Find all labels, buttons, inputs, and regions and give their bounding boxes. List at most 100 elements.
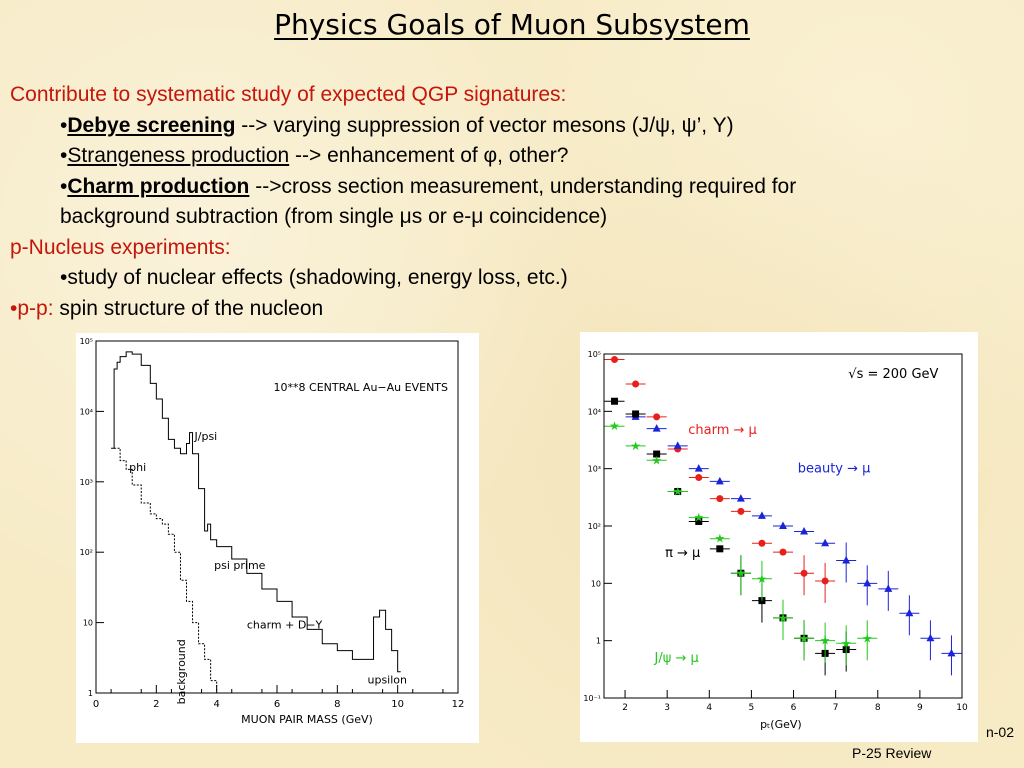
charm-point: [758, 539, 766, 547]
charm-text: -->cross section measurement, understand…: [255, 174, 797, 198]
x-axis-label: pₜ(GeV): [760, 718, 802, 731]
jpsi-point: ★: [778, 611, 789, 625]
x-tick-label: 4: [706, 703, 712, 713]
y-tick-label: 10⁻¹: [583, 694, 601, 703]
charm-point: [695, 474, 703, 482]
y-tick-label: 10: [83, 619, 93, 628]
charm-point: [653, 413, 661, 421]
jpsi-point: ★: [735, 566, 746, 580]
bullet-pp: •p-p: spin structure of the nucleon: [10, 294, 1010, 325]
series-label: J/ψ → μ: [654, 651, 699, 666]
x-tick-label: 4: [213, 699, 219, 710]
bullet-dot: •: [60, 113, 68, 137]
x-tick-label: 6: [274, 699, 280, 710]
nuclear-effects-text: study of nuclear effects (shadowing, ene…: [67, 266, 568, 289]
charm-term: Charm production: [67, 174, 250, 198]
x-tick-label: 9: [917, 703, 923, 713]
y-tick-label: 10⁵: [80, 337, 93, 346]
x-tick-label: 10: [391, 699, 404, 710]
y-tick-label: 10⁴: [588, 407, 601, 416]
series-label: π → μ: [665, 546, 700, 561]
beauty-point: [694, 464, 703, 472]
bullet-dot: •: [60, 174, 68, 198]
y-tick-label: 1: [88, 689, 93, 698]
bullet-debye: •Debye screening --> varying suppression…: [10, 111, 1010, 142]
strangeness-term: Strangeness production: [67, 144, 290, 167]
beauty-point: [800, 527, 809, 535]
x-axis-label: MUON PAIR MASS (GeV): [241, 713, 373, 726]
beauty-point: [905, 608, 914, 617]
beauty-point: [673, 441, 682, 449]
beauty-point: [779, 521, 787, 529]
x-tick-label: 7: [833, 703, 839, 713]
jpsi-point: ★: [841, 636, 852, 650]
debye-text: --> varying suppression of vector mesons…: [241, 113, 734, 137]
strangeness-text: --> enhancement of φ, other?: [295, 144, 569, 167]
pion-point: [716, 545, 724, 553]
peak-label: charm + D−Y: [247, 619, 323, 632]
pion-point: [611, 397, 619, 405]
jpsi-point: ★: [693, 511, 704, 525]
beauty-point: [884, 584, 893, 592]
jpsi-point: ★: [714, 532, 725, 546]
x-tick-label: 12: [452, 699, 465, 710]
background-label: background: [175, 639, 188, 704]
charm-point: [779, 548, 787, 556]
bullet-dot: •: [60, 266, 68, 289]
bullet-nuclear-effects: •study of nuclear effects (shadowing, en…: [10, 263, 1010, 294]
beauty-point: [715, 476, 724, 485]
pp-label: p-p:: [17, 296, 54, 320]
series-triangle: [625, 412, 962, 676]
x-tick-label: 5: [749, 703, 755, 713]
total-spectrum-curve: [111, 351, 401, 673]
jpsi-point: ★: [862, 631, 873, 645]
charm-point: [821, 577, 829, 585]
beauty-point: [842, 556, 851, 564]
pp-text: spin structure of the nucleon: [59, 296, 324, 320]
jpsi-point: ★: [757, 572, 768, 586]
x-tick-label: 6: [791, 703, 797, 713]
charm-continuation: background subtraction (from single μs o…: [60, 205, 608, 228]
y-tick-label: 1: [596, 637, 601, 646]
dimuon-mass-chart: 0 2 4 6 8 10 12 1 10 10² 10³ 10⁴ 10⁵ 10**8 CENTRAL Au…: [76, 333, 479, 743]
charm-point: [632, 380, 640, 388]
bullet-strangeness: •Strangeness production --> enhancement …: [10, 141, 1010, 172]
beauty-point: [947, 648, 956, 657]
pion-point: [653, 450, 661, 458]
series-square: [604, 397, 857, 676]
slide-title: Physics Goals of Muon Subsystem: [274, 8, 750, 41]
qgp-intro: Contribute to systematic study of expect…: [10, 83, 567, 106]
beauty-point: [652, 424, 661, 432]
series-label: charm → μ: [688, 423, 757, 438]
x-tick-label: 2: [153, 699, 159, 710]
x-tick-label: 8: [875, 703, 881, 713]
charm-point: [611, 356, 619, 364]
y-tick-label: 10³: [80, 478, 93, 487]
jpsi-point: ★: [630, 439, 641, 453]
jpsi-point: ★: [651, 453, 662, 467]
peak-label: J/psi: [194, 430, 218, 443]
y-tick-label: 10²: [588, 522, 601, 531]
bullet-dot: •: [10, 296, 18, 320]
y-tick-label: 10²: [80, 548, 93, 557]
energy-annotation: √s = 200 GeV: [848, 367, 938, 382]
series-star: ★ ★ ★ ★ ★ ★ ★ ★ ★ ★ ★ ★ ★: [604, 419, 878, 666]
peak-label: upsilon: [368, 673, 408, 686]
jpsi-point: ★: [672, 484, 683, 498]
y-tick-label: 10: [591, 579, 601, 588]
footer-review: P-25 Review: [852, 745, 932, 761]
peak-label: psi prime: [214, 559, 266, 572]
y-tick-label: 10⁵: [588, 350, 601, 359]
footer-date-fragment: n-02: [985, 724, 1014, 740]
charm-point: [800, 569, 808, 577]
x-tick-label: 3: [664, 703, 670, 713]
pion-point: [632, 410, 640, 418]
annotation-label: 10**8 CENTRAL Au−Au EVENTS: [274, 381, 448, 394]
beauty-point: [736, 494, 745, 502]
x-tick-label: 10: [956, 703, 968, 713]
bullet-charm: •Charm production -->cross section measu…: [10, 172, 1010, 203]
x-tick-label: 2: [622, 703, 628, 713]
dimuon-mass-svg: 0 2 4 6 8 10 12 1 10 10² 10³ 10⁴ 10⁵ 10**8 CENTRAL Au…: [80, 337, 465, 726]
x-tick-label: 8: [334, 699, 340, 710]
